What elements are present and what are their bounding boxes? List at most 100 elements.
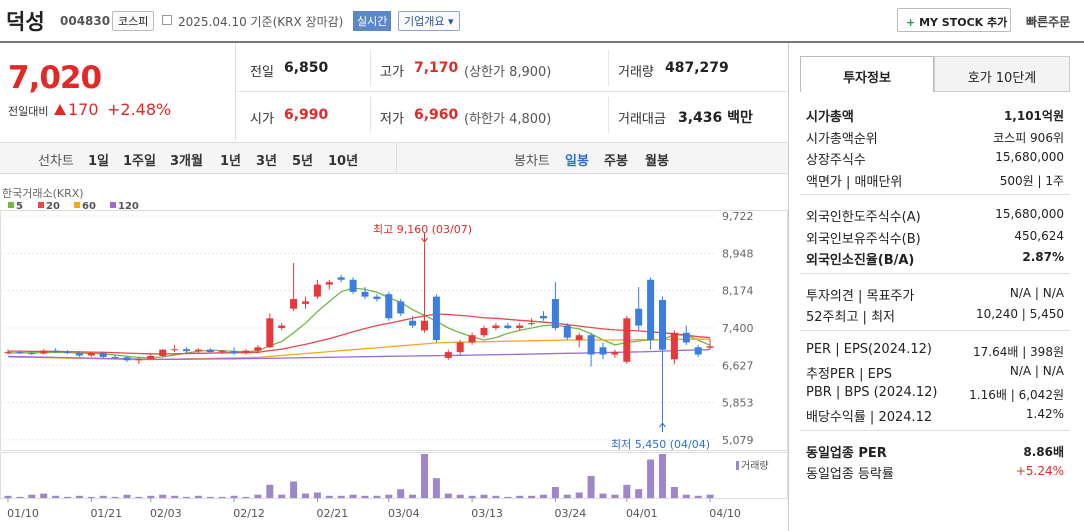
candle-body — [64, 352, 71, 354]
legend-swatch — [110, 202, 116, 208]
info-label: 동일업종 PER — [806, 445, 887, 461]
info-label: 52주최고 | 최저 — [806, 310, 895, 325]
info-row: 외국인소진율(B/A) 2.87% — [806, 249, 1064, 269]
tab-item[interactable]: 1년 — [220, 154, 242, 169]
tab-item[interactable]: 주봉 — [604, 154, 628, 169]
candle-body — [397, 301, 405, 314]
quote-label: 저가 — [380, 112, 404, 127]
candle-body — [421, 320, 428, 331]
volume-bar — [218, 496, 226, 498]
candle-body — [337, 277, 345, 280]
info-value: 15,680,000 — [995, 207, 1064, 221]
candle-body — [516, 325, 524, 328]
y-tick-label: 6,627 — [722, 359, 754, 372]
y-tick-label: 7,400 — [722, 322, 754, 335]
candle-body — [694, 347, 702, 355]
candle-body — [87, 353, 95, 356]
info-label: PER | EPS(2024.12) — [806, 341, 932, 357]
info-row: 52주최고 | 최저 10,240 | 5,450 — [806, 306, 1064, 326]
volume-bar — [516, 495, 524, 498]
change-label: 전일대비 — [8, 105, 49, 118]
group-divider — [800, 329, 1070, 331]
x-tick-label: 03/24 — [555, 507, 587, 520]
x-tick-label: 02/12 — [233, 507, 265, 520]
volume-bar — [706, 494, 714, 498]
info-label: 외국인보유주식수(B) — [806, 231, 921, 247]
my-stock-button[interactable]: + MY STOCK 추가 — [897, 8, 1011, 32]
info-value: 1.16배 | 6,042원 — [969, 387, 1064, 402]
tab-item[interactable]: 월봉 — [645, 154, 669, 169]
info-row: PBR | BPS (2024.12) 1.16배 | 6,042원 — [806, 385, 1064, 405]
x-tick-label: 04/10 — [709, 507, 741, 520]
volume-bar — [385, 494, 393, 498]
date: 2025.04.10 기준(KRX 장마감) — [178, 15, 344, 29]
candle-body — [290, 299, 298, 309]
volume-bar — [40, 493, 48, 498]
change-rate: +2.48% — [107, 100, 172, 119]
tab-item[interactable]: 1일 — [88, 154, 110, 169]
volume-bar — [694, 495, 702, 498]
quote-divider — [370, 97, 371, 133]
volume-bar — [278, 494, 286, 498]
candle-body — [611, 352, 619, 355]
quote-label: 거래량 — [618, 65, 654, 80]
candle-body — [456, 342, 464, 353]
volume-bar — [421, 454, 428, 498]
info-value: 코스피 906위 — [993, 130, 1064, 145]
volume-frame — [0, 452, 788, 499]
info-row: PER | EPS(2024.12) 17.64배 | 398원 — [806, 342, 1064, 362]
volume-bar — [4, 495, 12, 498]
tab-item[interactable]: 1주일 — [123, 154, 156, 169]
candle-body — [230, 351, 238, 354]
volume-bar — [647, 459, 655, 498]
quote-label: 전일 — [250, 65, 274, 80]
tab-label: 선차트 — [38, 154, 74, 169]
info-value: 1.42% — [1025, 407, 1064, 421]
quote-value: 3,436 백만 — [678, 110, 753, 126]
candle-body — [349, 279, 357, 292]
quote-label: 고가 — [380, 65, 404, 80]
volume-bar — [111, 496, 119, 498]
info-row: 액면가 | 매매단위 500원 | 1주 — [806, 171, 1064, 191]
tab-item[interactable]: 일봉 — [565, 154, 589, 169]
overview-button[interactable]: 기업개요 ▾ — [398, 11, 460, 31]
info-row: 동일업종 등락률 +5.24% — [806, 463, 1064, 483]
quote-divider — [236, 91, 788, 92]
candle-body — [670, 332, 678, 360]
ma-line — [8, 313, 711, 355]
candle-body — [599, 347, 607, 355]
volume-bar — [28, 494, 36, 498]
tab-item[interactable]: 5년 — [292, 154, 314, 169]
volume-bar — [302, 493, 309, 498]
tab-item[interactable]: 3년 — [256, 154, 278, 169]
y-tick-label: 8,948 — [722, 247, 754, 260]
tab-item[interactable]: 10년 — [328, 154, 359, 169]
volume-bar — [52, 495, 60, 498]
stock-code: 004830 — [60, 14, 111, 28]
candle-body — [111, 356, 119, 358]
quote-divider — [608, 97, 609, 133]
tab-item[interactable]: 3개월 — [170, 154, 203, 169]
info-label: 상장주식수 — [806, 153, 866, 168]
info-value: 10,240 | 5,450 — [975, 307, 1064, 321]
candle-body — [159, 349, 167, 356]
volume-bar — [659, 454, 666, 498]
my-stock-label: MY STOCK 추가 — [919, 16, 1008, 29]
arrow-head — [421, 237, 428, 243]
info-row: 시가총액 1,101억원 — [806, 106, 1064, 126]
info-value: 2.87% — [1022, 250, 1064, 264]
volume-bar — [492, 495, 500, 498]
quote-label: 거래대금 — [618, 112, 666, 127]
volume-bar — [159, 494, 167, 498]
volume-bar — [242, 496, 250, 498]
x-tick-label: 03/04 — [388, 507, 420, 520]
quick-order[interactable]: 빠른주문 — [1026, 15, 1071, 29]
order-book-tab[interactable]: 호가 10단계 — [934, 56, 1070, 92]
candle-body — [52, 350, 60, 353]
legend-label: 5 — [16, 201, 23, 212]
info-tab[interactable]: 투자정보 — [800, 56, 934, 92]
volume-bar — [361, 495, 369, 498]
volume-bar — [290, 481, 298, 498]
group-divider — [800, 429, 1070, 431]
